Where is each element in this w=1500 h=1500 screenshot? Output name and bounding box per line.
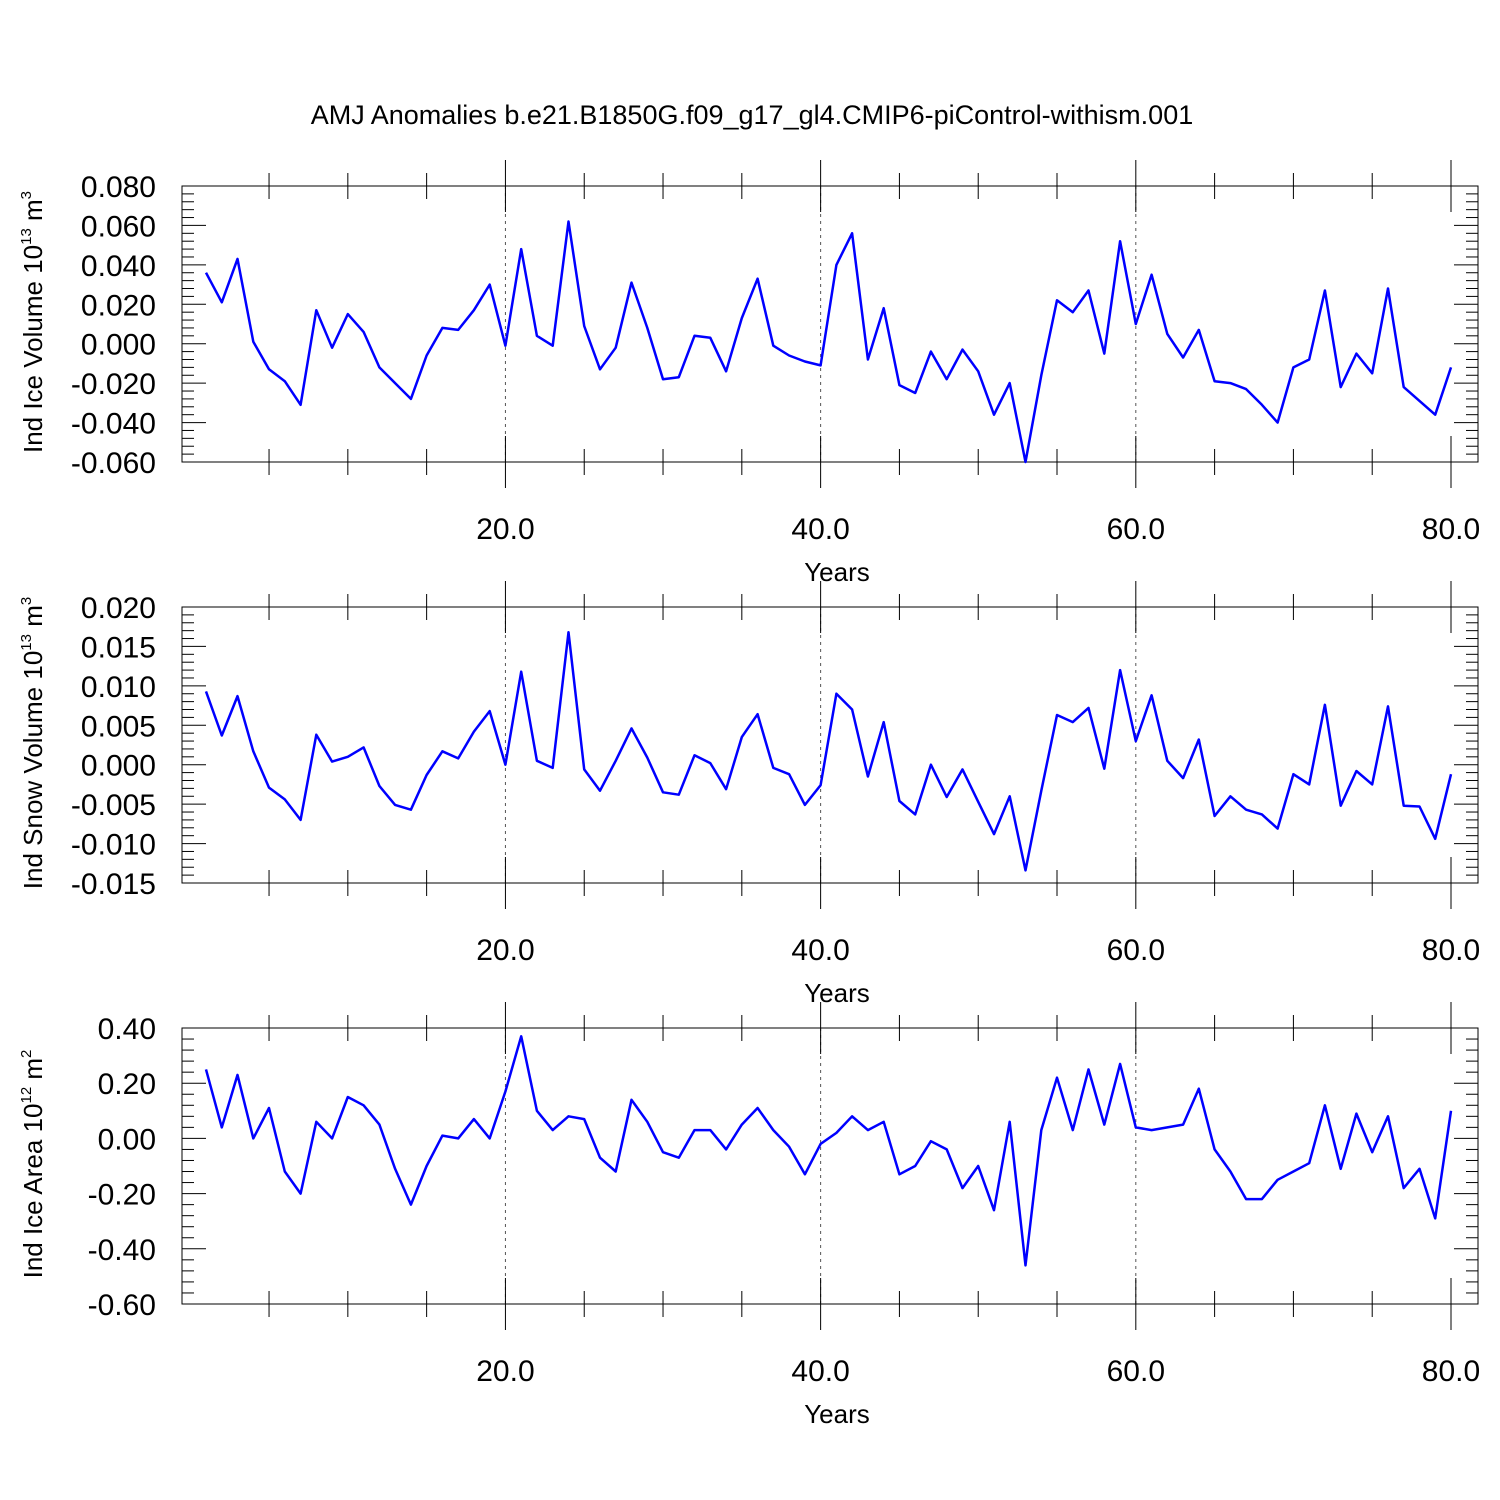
y-tick-label: -0.060 — [71, 447, 156, 480]
x-tick-label: 40.0 — [791, 1355, 849, 1388]
x-tick-label: 80.0 — [1422, 513, 1480, 546]
y-tick-label: 0.40 — [98, 1013, 156, 1046]
x-axis-label: Years — [804, 1399, 870, 1429]
y-tick-label: 0.015 — [81, 631, 156, 664]
plot-frame — [181, 606, 1479, 884]
plot-frame — [181, 185, 1479, 463]
y-tick-label: -0.005 — [71, 789, 156, 822]
y-tick-label: -0.015 — [71, 868, 156, 901]
y-tick-label: 0.080 — [81, 171, 156, 204]
y-axis-label: Ind Ice Volume 1013 m3 — [18, 191, 48, 453]
y-tick-label: 0.060 — [81, 210, 156, 243]
y-tick-label: -0.60 — [88, 1289, 156, 1322]
y-tick-label: 0.000 — [81, 750, 156, 783]
y-tick-label: -0.020 — [71, 368, 156, 401]
series-line — [204, 220, 1453, 464]
x-axis-label: Years — [804, 557, 870, 587]
y-tick-label: 0.000 — [81, 329, 156, 362]
y-tick-label: 0.020 — [81, 289, 156, 322]
figure-title: AMJ Anomalies b.e21.B1850G.f09_g17_gl4.C… — [311, 100, 1193, 130]
x-tick-label: 20.0 — [476, 513, 534, 546]
y-tick-label: -0.040 — [71, 408, 156, 441]
panel-2: 20.0 40.0 60.0 80.0 0.020 0.015 0.010 0.005 0.00… — [18, 581, 1480, 1008]
x-axis-label: Years — [804, 978, 870, 1008]
y-tick-label: -0.010 — [71, 829, 156, 862]
y-tick-label: 0.20 — [98, 1068, 156, 1101]
panel-3: 20.0 40.0 60.0 80.0 0.40 0.20 0.00 -0.20 -0.40 -0… — [18, 1002, 1480, 1429]
y-axis-label: Ind Ice Area 1012 m2 — [18, 1050, 48, 1279]
y-tick-label: -0.40 — [88, 1234, 156, 1267]
x-tick-label: 20.0 — [476, 934, 534, 967]
x-tick-label: 80.0 — [1422, 1355, 1480, 1388]
x-tick-label: 60.0 — [1107, 513, 1165, 546]
plot-frame — [181, 1027, 1479, 1305]
y-tick-label: 0.00 — [98, 1123, 156, 1156]
y-tick-label: 0.010 — [81, 671, 156, 704]
y-axis-label: Ind Snow Volume 1013 m3 — [18, 597, 48, 889]
panels: 20.0 40.0 60.0 80.0 0.080 0.060 0.040 0.020 0.00… — [18, 160, 1480, 1429]
y-tick-label: 0.005 — [81, 710, 156, 743]
x-tick-label: 60.0 — [1107, 934, 1165, 967]
x-tick-label: 20.0 — [476, 1355, 534, 1388]
y-tick-label: -0.20 — [88, 1179, 156, 1212]
x-tick-label: 80.0 — [1422, 934, 1480, 967]
x-tick-label: 40.0 — [791, 513, 849, 546]
series-line — [204, 1035, 1453, 1267]
y-tick-label: 0.020 — [81, 592, 156, 625]
x-tick-label: 40.0 — [791, 934, 849, 967]
y-tick-label: 0.040 — [81, 250, 156, 283]
panel-1: 20.0 40.0 60.0 80.0 0.080 0.060 0.040 0.020 0.00… — [18, 160, 1480, 587]
x-tick-label: 60.0 — [1107, 1355, 1165, 1388]
series-line — [204, 630, 1453, 872]
